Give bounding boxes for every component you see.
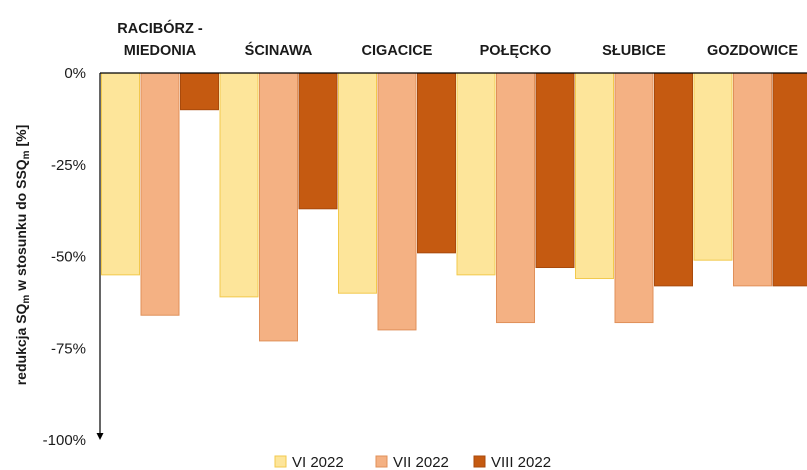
y-tick-label: -100% [43,432,86,449]
y-axis [96,72,807,440]
legend-label: VI 2022 [292,454,344,470]
bar-2-cat-6 [733,72,772,287]
y-axis-label: redukcja SQm w stosunku do SSQm [%] [13,125,32,386]
y-tick-label: -75% [51,340,86,357]
y-tick-label: 0% [64,65,86,82]
bar-2-cat-5 [614,72,654,324]
bar-1-cat-4 [456,72,496,276]
category-label: SŁUBICE [602,43,666,59]
y-axis-label-end: [%] [13,125,29,151]
y-tick-label: -25% [51,157,86,174]
bar-2-cat-4 [496,72,535,324]
bar-3-cat-3 [417,72,456,254]
legend-swatch [274,455,287,468]
legend-swatch [375,455,388,468]
category-label: CIGACICE [362,43,433,59]
y-axis-arrow [96,433,104,440]
bars [101,72,807,342]
bar-1-cat-1 [101,72,140,276]
category-labels: RACIBÓRZ - MIEDONIA ŚCINAWA CIGACICE POŁĘCKO… [117,19,798,59]
legend-swatch [473,455,486,468]
y-axis-label-main: redukcja SQ [13,303,29,385]
bar-3-cat-2 [298,72,338,210]
bar-2-cat-1 [140,72,180,316]
y-axis-label-subscript: m [21,150,32,159]
category-label: MIEDONIA [124,43,197,59]
y-axis-label-mid: w stosunku do SSQ [13,159,29,294]
y-tick-labels: 0% -25% -50% -75% -100% [43,65,86,449]
category-label: ŚCINAWA [245,41,313,59]
bar-3-cat-5 [654,72,693,287]
bar-1-cat-2 [219,72,259,298]
bar-1-cat-5 [575,72,614,280]
bar-1-cat-3 [338,72,377,294]
bar-3-cat-1 [180,72,219,111]
legend-label: VIII 2022 [491,454,551,470]
category-label: RACIBÓRZ - [117,19,203,37]
y-axis-label-subscript: m [21,295,32,304]
legend: VI 2022 VII 2022 VIII 2022 [274,454,551,470]
y-tick-label: -50% [51,249,86,266]
bar-3-cat-4 [535,72,575,269]
bar-3-cat-6 [772,72,807,287]
category-label: POŁĘCKO [480,43,552,59]
legend-label: VII 2022 [393,454,449,470]
bar-1-cat-6 [693,72,733,261]
category-label: GOZDOWICE [707,43,798,59]
bar-2-cat-2 [259,72,298,342]
bar-2-cat-3 [377,72,417,331]
